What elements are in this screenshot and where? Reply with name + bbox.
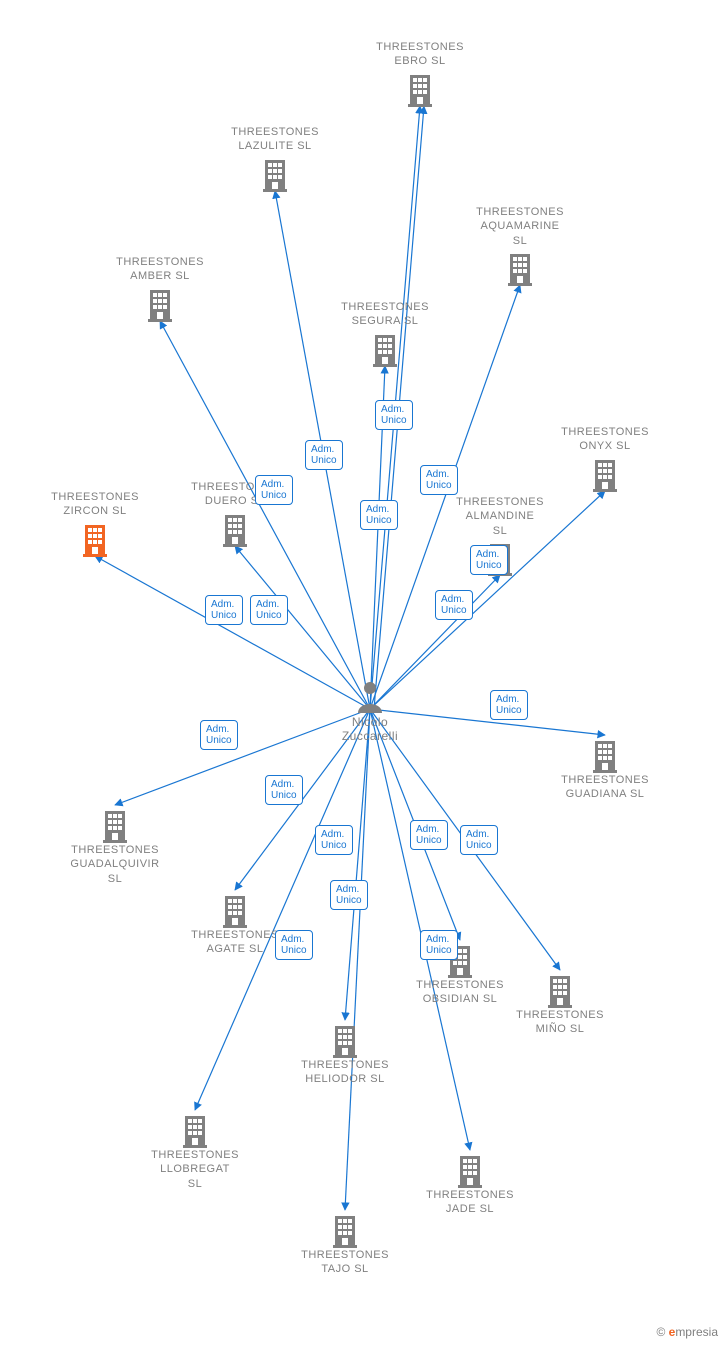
copyright-symbol: © — [656, 1325, 665, 1339]
company-label: THREESTONESAMBER SL — [105, 255, 215, 284]
center-person-node[interactable]: NicoloZuccarelli — [330, 675, 410, 744]
center-person-label: NicoloZuccarelli — [330, 715, 410, 744]
company-label: THREESTONESJADE SL — [415, 1188, 525, 1217]
company-node-onyx[interactable]: THREESTONESONYX SL — [550, 425, 660, 492]
edge-label-llobregat: Adm.Unico — [275, 930, 313, 960]
company-node-mino[interactable]: THREESTONESMIÑO SL — [505, 970, 615, 1037]
edge-label-onyx: Adm.Unico — [435, 590, 473, 620]
edge-label-amber: Adm.Unico — [255, 475, 293, 505]
edge-label-aquamarine: Adm.Unico — [420, 465, 458, 495]
edge-label-duero: Adm.Unico — [250, 595, 288, 625]
edge-label-guadiana: Adm.Unico — [490, 690, 528, 720]
company-node-segura[interactable]: THREESTONESSEGURA SL — [330, 300, 440, 367]
company-label: THREESTONESHELIODOR SL — [290, 1058, 400, 1087]
company-node-ebro[interactable]: THREESTONESEBRO SL — [365, 40, 475, 107]
company-label: THREESTONESTAJO SL — [290, 1248, 400, 1277]
edges-layer — [0, 0, 728, 1345]
company-label: THREESTONESGUADIANA SL — [550, 773, 660, 802]
company-node-guadalquivir[interactable]: THREESTONESGUADALQUIVIRSL — [60, 805, 170, 886]
company-label: THREESTONESSEGURA SL — [330, 300, 440, 329]
company-label: THREESTONESZIRCON SL — [40, 490, 150, 519]
company-label: THREESTONESLLOBREGATSL — [140, 1148, 250, 1191]
edge-label-lazulite: Adm.Unico — [305, 440, 343, 470]
company-node-llobregat[interactable]: THREESTONESLLOBREGATSL — [140, 1110, 250, 1191]
edge-label-zircon: Adm.Unico — [205, 595, 243, 625]
company-node-zircon[interactable]: THREESTONESZIRCON SL — [40, 490, 150, 557]
edge-label-agate: Adm.Unico — [265, 775, 303, 805]
company-node-lazulite[interactable]: THREESTONESLAZULITE SL — [220, 125, 330, 192]
company-label: THREESTONESAQUAMARINESL — [465, 205, 575, 248]
edge-label-heliodor: Adm.Unico — [330, 880, 368, 910]
company-label: THREESTONESMIÑO SL — [505, 1008, 615, 1037]
company-label: THREESTONESGUADALQUIVIRSL — [60, 843, 170, 886]
company-label: THREESTONESOBSIDIAN SL — [405, 978, 515, 1007]
edge-label-ebro: Adm.Unico — [375, 400, 413, 430]
edge-label-segura: Adm.Unico — [360, 500, 398, 530]
footer-credit: © empresia — [656, 1325, 718, 1339]
edge-label-obsidian: Adm.Unico — [420, 930, 458, 960]
edge-label-mino: Adm.Unico — [460, 825, 498, 855]
company-node-agate[interactable]: THREESTONESAGATE SL — [180, 890, 290, 957]
company-label: THREESTONESONYX SL — [550, 425, 660, 454]
company-node-aquamarine[interactable]: THREESTONESAQUAMARINESL — [465, 205, 575, 286]
edge-label-guadalquivir: Adm.Unico — [200, 720, 238, 750]
company-label: THREESTONESAGATE SL — [180, 928, 290, 957]
edge-heliodor — [345, 709, 370, 1020]
company-node-jade[interactable]: THREESTONESJADE SL — [415, 1150, 525, 1217]
edge-tajo — [345, 709, 370, 1210]
edge-label-almandine: Adm.Unico — [470, 545, 508, 575]
company-node-tajo[interactable]: THREESTONESTAJO SL — [290, 1210, 400, 1277]
company-label: THREESTONESLAZULITE SL — [220, 125, 330, 154]
company-label: THREESTONESALMANDINESL — [445, 495, 555, 538]
company-label: THREESTONESEBRO SL — [365, 40, 475, 69]
edge-zircon — [95, 556, 370, 709]
brand-rest: mpresia — [675, 1325, 718, 1339]
company-node-amber[interactable]: THREESTONESAMBER SL — [105, 255, 215, 322]
edge-label-jade: Adm.Unico — [410, 820, 448, 850]
company-node-guadiana[interactable]: THREESTONESGUADIANA SL — [550, 735, 660, 802]
company-node-heliodor[interactable]: THREESTONESHELIODOR SL — [290, 1020, 400, 1087]
edge-label-tajo: Adm.Unico — [315, 825, 353, 855]
